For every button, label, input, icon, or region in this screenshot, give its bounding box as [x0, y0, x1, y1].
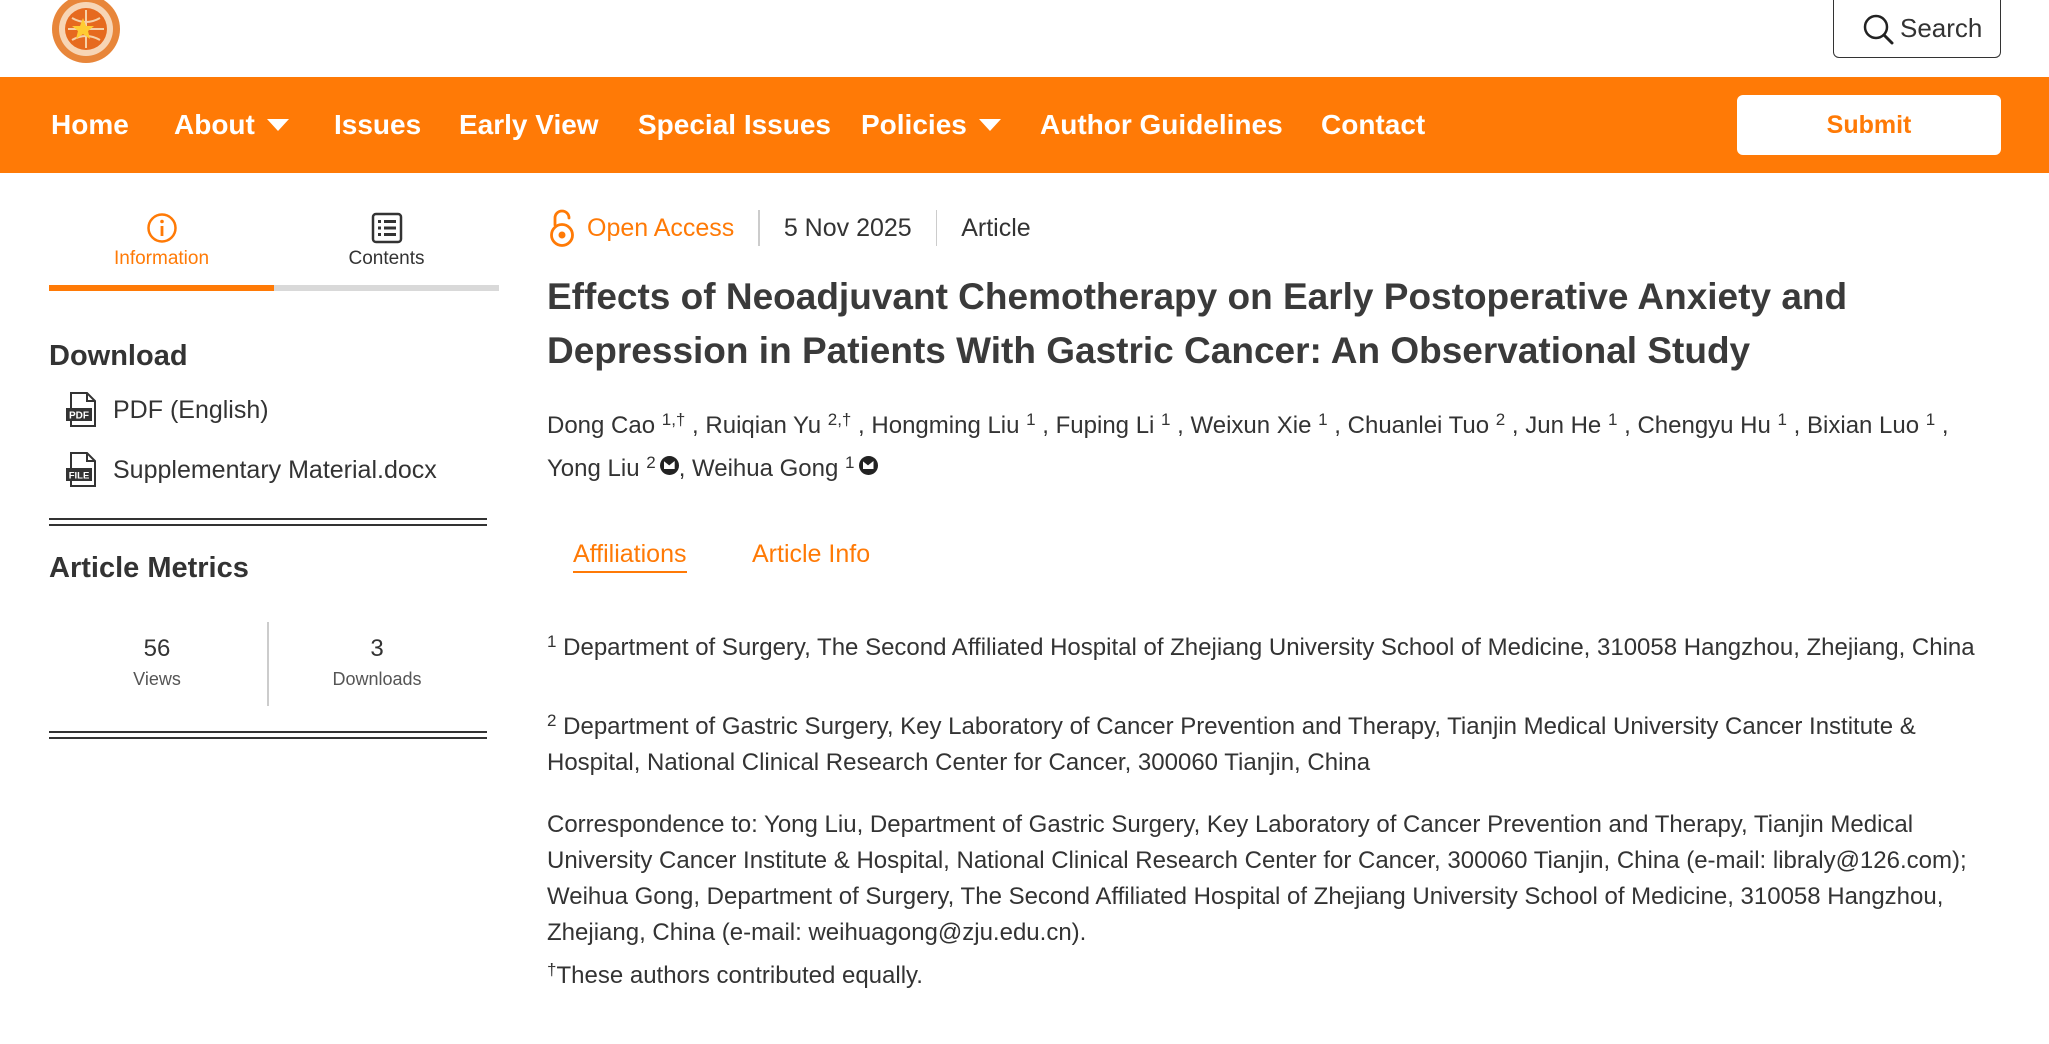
- svg-text:FILE: FILE: [69, 471, 90, 482]
- author-name[interactable]: Chengyu Hu: [1637, 412, 1771, 439]
- author-affiliation-ref: 2: [646, 453, 656, 472]
- affiliation-text: Department of Surgery, The Second Affili…: [563, 634, 1975, 661]
- nav-home[interactable]: Home: [51, 109, 129, 140]
- nav-policies[interactable]: Policies: [861, 77, 1001, 173]
- download-pdf-link[interactable]: PDF PDF (English): [65, 390, 269, 430]
- section-divider: [49, 731, 487, 739]
- file-icon: FILE: [66, 452, 96, 487]
- author-name[interactable]: Hongming Liu: [871, 412, 1020, 439]
- caret-down-icon: [266, 119, 289, 131]
- article-meta: Open Access 5 Nov 2025 Article: [547, 204, 1031, 252]
- open-lock-icon: [550, 209, 574, 247]
- nav-early-view[interactable]: Early View: [459, 109, 599, 140]
- tab-affiliations[interactable]: Affiliations: [573, 540, 687, 573]
- email-icon[interactable]: [659, 456, 679, 475]
- author-name[interactable]: Bixian Luo: [1807, 412, 1920, 439]
- open-access-badge: Open Access: [547, 209, 734, 247]
- open-access-label: Open Access: [587, 213, 735, 242]
- author-affiliation-ref: 1: [1161, 410, 1171, 429]
- affiliation-number: 1: [547, 632, 557, 651]
- nav-about[interactable]: About: [174, 77, 289, 173]
- nav-special-issues[interactable]: Special Issues: [638, 109, 832, 140]
- info-icon: [147, 213, 177, 243]
- tab-contents[interactable]: Contents: [274, 205, 499, 290]
- author-name[interactable]: Ruiqian Yu: [705, 412, 822, 439]
- equal-contribution-text: These authors contributed equally.: [556, 962, 923, 989]
- affiliation-text: Department of Gastric Surgery, Key Labor…: [547, 713, 1916, 776]
- submit-button[interactable]: Submit: [1737, 95, 2001, 155]
- section-divider: [49, 518, 487, 526]
- author-name[interactable]: Weixun Xie: [1190, 412, 1312, 439]
- caret-down-icon: [978, 119, 1001, 131]
- affiliation-item: 1 Department of Surgery, The Second Affi…: [547, 630, 2007, 666]
- download-pdf-label: PDF (English): [113, 395, 269, 424]
- author-name[interactable]: Weihua Gong: [692, 455, 839, 482]
- author-name[interactable]: Dong Cao: [547, 412, 656, 439]
- affiliation-item: 2 Department of Gastric Surgery, Key Lab…: [547, 709, 2007, 781]
- metric-views: 56 Views: [47, 635, 267, 690]
- metric-views-value: 56: [143, 635, 171, 662]
- dagger-mark: †: [547, 960, 557, 979]
- metric-downloads-label: Downloads: [332, 669, 422, 689]
- pdf-file-icon: PDF: [66, 392, 96, 427]
- article-type: Article: [961, 213, 1031, 242]
- meta-separator: [758, 210, 760, 246]
- correspondence-text: Correspondence to: Yong Liu, Department …: [547, 811, 1967, 946]
- author-name[interactable]: Fuping Li: [1055, 412, 1155, 439]
- download-heading: Download: [49, 340, 188, 372]
- author-affiliation-ref: 1: [1026, 410, 1036, 429]
- tab-article-info[interactable]: Article Info: [752, 540, 871, 568]
- main-nav: Home About Issues Early View Special Iss…: [0, 77, 2049, 173]
- author-affiliation-ref: 1: [1607, 410, 1618, 429]
- svg-text:PDF: PDF: [69, 411, 89, 422]
- article-title: Effects of Neoadjuvant Chemotherapy on E…: [547, 276, 1848, 371]
- affiliation-number: 2: [547, 711, 557, 730]
- publication-date: 5 Nov 2025: [783, 213, 912, 242]
- metric-downloads-value: 3: [370, 635, 384, 662]
- top-bar: Search: [0, 0, 2049, 77]
- download-supplementary-link[interactable]: FILE Supplementary Material.docx: [65, 450, 437, 490]
- metric-views-label: Views: [133, 669, 181, 689]
- author-affiliation-ref: 1: [1925, 410, 1936, 429]
- author-affiliation-ref: 2: [1495, 410, 1506, 429]
- email-icon[interactable]: [858, 456, 878, 475]
- sidebar-tabs: Information Contents: [49, 205, 499, 291]
- download-supplementary-label: Supplementary Material.docx: [113, 455, 437, 484]
- nav-author-guidelines[interactable]: Author Guidelines: [1040, 109, 1283, 140]
- tab-information-label: Information: [113, 248, 210, 269]
- nav-contact[interactable]: Contact: [1321, 109, 1426, 140]
- author-affiliation-ref: 1: [1777, 410, 1787, 429]
- tab-information[interactable]: Information: [49, 205, 274, 290]
- author-affiliation-ref: 1: [1318, 410, 1328, 429]
- metrics-heading: Article Metrics: [49, 552, 249, 584]
- journal-logo[interactable]: [50, 0, 122, 63]
- metric-divider: [267, 622, 269, 706]
- author-affiliation-ref: 1: [845, 453, 855, 472]
- meta-separator: [935, 210, 938, 246]
- author-list: Dong Cao 1,† , Ruiqian Yu 2,† , Hongming…: [547, 410, 1949, 482]
- search-icon: [1863, 14, 1894, 44]
- tab-contents-label: Contents: [348, 248, 425, 269]
- author-name[interactable]: Yong Liu: [547, 455, 640, 482]
- author-name[interactable]: Jun He: [1525, 412, 1602, 439]
- nav-issues[interactable]: Issues: [334, 109, 422, 140]
- list-icon: [371, 212, 403, 244]
- tab-track: [274, 285, 499, 291]
- author-name[interactable]: Chuanlei Tuo: [1347, 412, 1490, 439]
- metric-downloads: 3 Downloads: [267, 635, 487, 690]
- author-affiliation-ref: 2,†: [827, 410, 852, 429]
- tab-active-indicator: [49, 285, 274, 291]
- author-affiliation-ref: 1,†: [661, 410, 686, 429]
- search-button[interactable]: Search: [1833, 0, 2001, 58]
- equal-contribution-note: †These authors contributed equally.: [547, 958, 2007, 994]
- search-button-label: Search: [1900, 13, 1983, 43]
